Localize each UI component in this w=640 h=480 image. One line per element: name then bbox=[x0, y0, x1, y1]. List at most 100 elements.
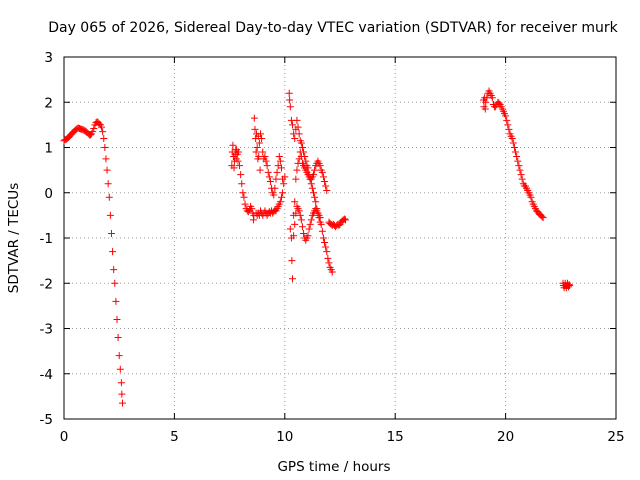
data-point bbox=[318, 168, 326, 176]
data-point bbox=[286, 103, 294, 111]
data-point bbox=[317, 220, 325, 228]
data-point bbox=[291, 198, 299, 206]
y-tick-label: 0 bbox=[44, 186, 53, 202]
data-point bbox=[316, 162, 324, 170]
data-point bbox=[311, 166, 319, 174]
data-point bbox=[295, 207, 303, 215]
data-point bbox=[307, 216, 315, 224]
data-point bbox=[103, 166, 111, 174]
data-point bbox=[481, 105, 489, 113]
data-point bbox=[112, 297, 120, 305]
data-point bbox=[109, 248, 117, 256]
data-point bbox=[305, 225, 313, 233]
y-tick-label: -4 bbox=[40, 367, 53, 383]
data-point bbox=[291, 220, 299, 228]
data-point bbox=[262, 157, 270, 165]
data-point bbox=[293, 116, 301, 124]
data-point bbox=[294, 123, 302, 131]
data-points bbox=[60, 87, 574, 407]
data-point bbox=[279, 189, 287, 197]
data-point bbox=[318, 227, 326, 235]
data-point bbox=[482, 98, 490, 106]
y-tick-label: 3 bbox=[44, 50, 53, 66]
data-point bbox=[266, 177, 274, 185]
y-tick-label: -1 bbox=[40, 231, 53, 247]
data-point bbox=[288, 257, 296, 265]
data-point bbox=[98, 123, 106, 131]
data-point bbox=[495, 99, 503, 107]
data-point bbox=[322, 243, 330, 251]
x-tick-label: 15 bbox=[387, 429, 404, 445]
data-point bbox=[113, 315, 121, 323]
data-point bbox=[102, 155, 110, 163]
data-point bbox=[234, 157, 242, 165]
y-tick-label: 2 bbox=[44, 95, 53, 111]
data-point bbox=[276, 157, 284, 165]
data-point bbox=[297, 153, 305, 161]
data-point bbox=[255, 139, 263, 147]
data-point bbox=[300, 229, 308, 237]
data-point bbox=[118, 390, 126, 398]
data-point bbox=[111, 279, 119, 287]
data-point bbox=[515, 162, 523, 170]
data-point bbox=[324, 254, 332, 262]
data-point bbox=[527, 193, 535, 201]
data-point bbox=[285, 89, 293, 97]
data-point bbox=[512, 148, 520, 156]
data-point bbox=[259, 148, 267, 156]
data-point bbox=[272, 175, 280, 183]
data-point bbox=[238, 180, 246, 188]
data-point bbox=[304, 232, 312, 240]
data-point bbox=[264, 168, 272, 176]
data-point bbox=[280, 180, 288, 188]
data-point bbox=[509, 139, 517, 147]
data-point bbox=[321, 239, 329, 247]
data-point bbox=[340, 215, 348, 223]
data-point bbox=[281, 173, 289, 181]
axis-ticks: 0 5 10 15 20 25 -5 -4 -3 -2 -1 0 1 2 3 bbox=[40, 50, 625, 445]
data-point bbox=[488, 94, 496, 102]
data-point bbox=[296, 211, 304, 219]
y-tick-label: -5 bbox=[40, 412, 53, 428]
data-point bbox=[296, 148, 304, 156]
data-point bbox=[116, 365, 124, 373]
data-point bbox=[297, 139, 305, 147]
data-point bbox=[514, 157, 522, 165]
data-point bbox=[295, 130, 303, 138]
x-axis-label: GPS time / hours bbox=[277, 459, 390, 475]
data-point bbox=[110, 266, 118, 274]
data-point bbox=[107, 229, 115, 237]
data-point bbox=[312, 198, 320, 206]
data-point bbox=[265, 173, 273, 181]
data-point bbox=[310, 171, 318, 179]
data-point bbox=[319, 234, 327, 242]
data-point bbox=[115, 352, 123, 360]
data-point bbox=[250, 114, 258, 122]
data-point bbox=[106, 211, 114, 219]
data-point bbox=[253, 144, 261, 151]
data-point bbox=[240, 193, 248, 201]
data-point bbox=[504, 121, 512, 129]
data-point bbox=[119, 399, 127, 407]
y-axis-label: SDTVAR / TECUs bbox=[6, 183, 22, 293]
data-point bbox=[322, 182, 330, 190]
y-tick-label: 1 bbox=[44, 141, 53, 157]
data-point bbox=[319, 173, 327, 181]
data-point bbox=[517, 171, 525, 179]
data-point bbox=[510, 144, 518, 151]
data-point bbox=[251, 125, 259, 133]
data-point bbox=[516, 166, 524, 174]
data-point bbox=[328, 268, 336, 276]
data-point bbox=[241, 200, 249, 208]
data-point bbox=[100, 134, 108, 142]
data-point bbox=[257, 130, 265, 138]
data-point bbox=[255, 153, 263, 161]
data-point bbox=[90, 124, 98, 132]
x-tick-label: 5 bbox=[170, 429, 179, 445]
data-point bbox=[244, 208, 252, 216]
data-point bbox=[518, 175, 526, 183]
data-point bbox=[277, 164, 285, 172]
data-point bbox=[273, 168, 281, 176]
data-point bbox=[508, 134, 516, 142]
